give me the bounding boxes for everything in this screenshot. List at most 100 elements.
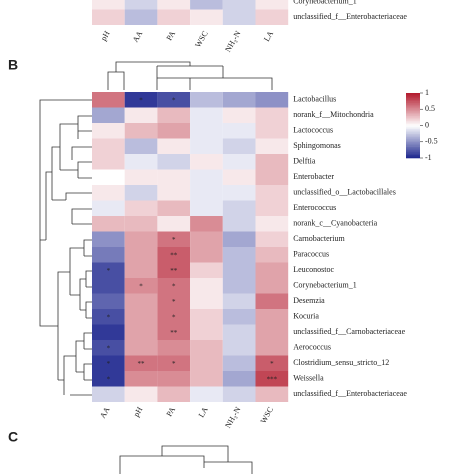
significance-label: * [107, 360, 111, 368]
heatmap-cell [92, 309, 125, 325]
colorbar-segment [406, 141, 420, 144]
row-label: Weissella [293, 374, 324, 383]
heatmap-cell [92, 262, 125, 278]
heatmap-cell [124, 247, 158, 263]
heatmap-cell [124, 138, 158, 154]
heatmap-cell [157, 0, 191, 10]
heatmap-cell [124, 386, 158, 402]
heatmap-cell [124, 293, 158, 309]
colorbar-segment [406, 102, 420, 105]
colorbar-tick-label: -1 [425, 153, 432, 162]
colorbar-segment [406, 127, 420, 130]
heatmap-cell [157, 107, 191, 123]
heatmap-cell [124, 123, 158, 139]
heatmap-cell [92, 324, 125, 340]
heatmap-cell [157, 262, 191, 278]
column-dendrogram [107, 61, 273, 90]
row-label: Corynebacterium_1 [293, 0, 357, 6]
heatmap-cell [92, 231, 125, 247]
colorbar-segment [406, 133, 420, 136]
heatmap-cell [157, 92, 191, 108]
heatmap-cell [157, 169, 191, 185]
significance-label: ** [170, 329, 178, 337]
column-label: NH₃-N [223, 405, 242, 429]
heatmap-cell [157, 371, 191, 387]
heatmap-cell [255, 293, 289, 309]
heatmap-cell [255, 216, 289, 232]
column-label: LA [262, 29, 275, 43]
heatmap-cell [222, 107, 256, 123]
heatmap-cell [255, 231, 289, 247]
heatmap-cell [255, 386, 289, 402]
heatmap-cell [124, 231, 158, 247]
significance-label: ** [170, 267, 178, 275]
heatmap-cell [222, 262, 256, 278]
heatmap-cell [124, 9, 158, 25]
heatmap-cell [157, 216, 191, 232]
colorbar-segment [406, 106, 420, 108]
heatmap-cell [124, 278, 158, 294]
heatmap-cell [157, 200, 191, 216]
heatmap-cell [157, 278, 191, 294]
heatmap-cell [222, 169, 256, 185]
heatmap-cell [190, 371, 223, 387]
colorbar-segment [406, 140, 420, 143]
heatmap-cell [190, 231, 223, 247]
significance-label: * [172, 282, 176, 290]
heatmap-cell [255, 154, 289, 170]
heatmap-cell [157, 340, 191, 356]
colorbar-segment [406, 117, 420, 120]
heatmap-cell [222, 324, 256, 340]
colorbar-segment [406, 143, 420, 146]
heatmap-cell [190, 216, 223, 232]
heatmap-cell [190, 200, 223, 216]
heatmap-cell [124, 169, 158, 185]
row-label: unclassified_f__Enterobacteriaceae [293, 389, 407, 398]
colorbar-segment [406, 97, 420, 100]
heatmap-cell [157, 123, 191, 139]
heatmap-cell [255, 123, 289, 139]
heatmap-cell [222, 371, 256, 387]
colorbar-segment [406, 93, 420, 95]
heatmap-cell [190, 154, 223, 170]
colorbar-segment [406, 146, 420, 149]
row-label: Lactobacillus [293, 95, 336, 104]
row-label: norank_f__Mitochondria [293, 110, 374, 119]
heatmap-cell [190, 262, 223, 278]
heatmap-cell [92, 371, 125, 387]
heatmap-cell [222, 340, 256, 356]
heatmap-cell [222, 231, 256, 247]
column-label: PA [165, 29, 178, 42]
colorbar-segment [406, 99, 420, 102]
heatmap-cell [92, 123, 125, 139]
significance-label: ** [138, 360, 146, 368]
heatmap-cell [255, 355, 289, 371]
colorbar-segment [406, 145, 420, 147]
heatmap-cell [157, 9, 191, 25]
significance-label: ** [170, 251, 178, 259]
row-label: norank_c__Cyanobacteria [293, 219, 377, 228]
significance-label: * [172, 298, 176, 306]
colorbar-segment [406, 151, 420, 154]
heatmap-cell [157, 138, 191, 154]
colorbar-segment [406, 109, 420, 112]
column-label: WSC [193, 29, 209, 49]
significance-label: * [270, 360, 274, 368]
heatmap-cell [255, 247, 289, 263]
panel-label: B [8, 57, 18, 73]
heatmap-cell [255, 309, 289, 325]
heatmap-cell [255, 371, 289, 387]
significance-label: * [107, 313, 111, 321]
significance-label: *** [267, 375, 278, 383]
heatmap-cell [190, 169, 223, 185]
heatmap-cell [92, 386, 125, 402]
colorbar-segment [406, 120, 420, 123]
heatmap-cell [124, 340, 158, 356]
heatmap-cell [92, 9, 125, 25]
row-label: Lactococcus [293, 126, 333, 135]
heatmap-cell [255, 107, 289, 123]
column-label: pH [99, 29, 112, 42]
colorbar-segment [406, 115, 420, 118]
heatmap-cell [92, 107, 125, 123]
heatmap-cell [124, 355, 158, 371]
